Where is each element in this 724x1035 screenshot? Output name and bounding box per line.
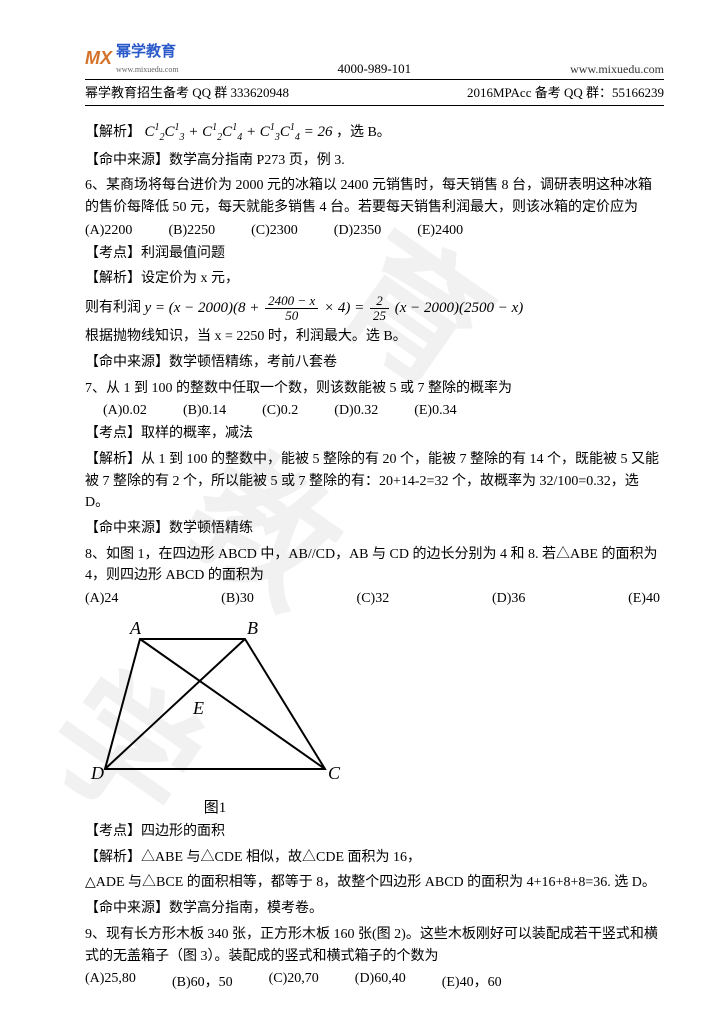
logo-sub: www.mixuedu.com [116,65,179,74]
q8-source: 【命中来源】数学高分指南，模考卷。 [85,898,664,920]
opt-a: (A)24 [85,591,118,607]
q7-ana: 【解析】从 1 到 100 的整数中，能被 5 整除的有 20 个，能被 7 整… [85,449,664,514]
opt-b: (B)2250 [168,223,215,239]
label-c: C [328,763,341,783]
q6-point: 【考点】利润最值问题 [85,243,664,265]
label-b: B [247,619,258,638]
q7-stem: 7、从 1 到 100 的整数中任取一个数，则该数能被 5 或 7 整除的概率为 [85,378,664,400]
opt-d: (D)36 [492,591,525,607]
q8-point: 【考点】四边形的面积 [85,821,664,843]
analysis-lead: 【解析】 [85,125,141,140]
subheader: 幂学教育招生备考 QQ 群 333620948 2016MPAcc 备考 QQ … [85,82,664,106]
q6-ana-lead: 【解析】设定价为 x 元， [85,268,664,290]
opt-b: (B)0.14 [183,403,226,419]
frac-num: 2 [370,294,389,309]
q9-options: (A)25,80 (B)60，50 (C)20,70 (D)60,40 (E)4… [85,971,664,991]
subheader-left: 幂学教育招生备考 QQ 群 333620948 [85,82,289,101]
q6-equation: 则有利润 y = (x − 2000)(8 + 2400 − x50 × 4) … [85,294,664,322]
q7-source: 【命中来源】数学顿悟精练 [85,518,664,540]
frac-den: 25 [370,309,389,323]
logo-text: 幂学教育 [116,44,176,60]
q8-stem: 8、如图 1，在四边形 ABCD 中，AB//CD，AB 与 CD 的边长分别为… [85,544,664,587]
header-phone: 4000-989-101 [338,61,412,77]
figure-1: A B C D E 图1 [85,619,664,817]
opt-c: (C)2300 [251,223,298,239]
opt-e: (E)0.34 [414,403,456,419]
logo: MX 幂学教育 www.mixuedu.com [85,40,179,77]
opt-e: (E)40 [628,591,660,607]
frac-num: 2400 − x [265,294,318,309]
opt-b: (B)60，50 [172,971,233,991]
eq-body: y = (x − 2000)(8 + 2400 − x50 × 4) = 225… [145,300,524,316]
opt-e: (E)40，60 [442,971,502,991]
q8-ana2: △ADE 与△BCE 的面积相等，都等于 8，故整个四边形 ABCD 的面积为 … [85,872,664,894]
q6-after: 根据抛物线知识，当 x = 2250 时，利润最大。选 B。 [85,326,664,348]
opt-e: (E)2400 [417,223,463,239]
q9-stem: 9、现有长方形木板 340 张，正方形木板 160 张(图 2)。这些木板刚好可… [85,924,664,967]
eq-lead: 则有利润 [85,301,145,316]
q7-point: 【考点】取样的概率，减法 [85,423,664,445]
header-site: www.mixuedu.com [570,62,664,77]
q6-options: (A)2200 (B)2250 (C)2300 (D)2350 (E)2400 [85,223,664,239]
q6-source: 【命中来源】数学顿悟精练，考前八套卷 [85,352,664,374]
opt-d: (D)60,40 [355,971,406,991]
logo-mark: MX [85,48,112,69]
frac-den: 50 [265,309,318,323]
label-e: E [192,698,204,718]
opt-a: (A)0.02 [103,403,147,419]
q7-options: (A)0.02 (B)0.14 (C)0.2 (D)0.32 (E)0.34 [85,403,664,419]
q6-stem: 6、某商场将每台进价为 2000 元的冰箱以 2400 元销售时，每天销售 8 … [85,175,664,218]
trapezoid-diagram: A B C D E [85,619,345,789]
p5-analysis: 【解析】 C12C13 + C12C14 + C13C14 = 26 ，选 B。 [85,120,664,146]
p5-tail: ，选 B。 [332,125,390,140]
label-d: D [90,763,104,783]
label-a: A [129,619,142,638]
q8-ana1: 【解析】△ABE 与△CDE 相似，故△CDE 面积为 16， [85,847,664,869]
page-header: MX 幂学教育 www.mixuedu.com 4000-989-101 www… [85,40,664,80]
q8-options: (A)24 (B)30 (C)32 (D)36 (E)40 [85,591,664,607]
p5-source: 【命中来源】数学高分指南 P273 页，例 3. [85,150,664,172]
opt-a: (A)2200 [85,223,132,239]
opt-c: (C)0.2 [262,403,298,419]
opt-b: (B)30 [221,591,254,607]
opt-d: (D)2350 [334,223,381,239]
opt-a: (A)25,80 [85,971,136,991]
opt-c: (C)20,70 [269,971,319,991]
subheader-right: 2016MPAcc 备考 QQ 群：55166239 [467,82,664,101]
opt-c: (C)32 [357,591,390,607]
p5-formula: C12C13 + C12C14 + C13C14 = 26 [145,124,333,140]
opt-d: (D)0.32 [334,403,378,419]
figure-caption: 图1 [85,796,345,817]
